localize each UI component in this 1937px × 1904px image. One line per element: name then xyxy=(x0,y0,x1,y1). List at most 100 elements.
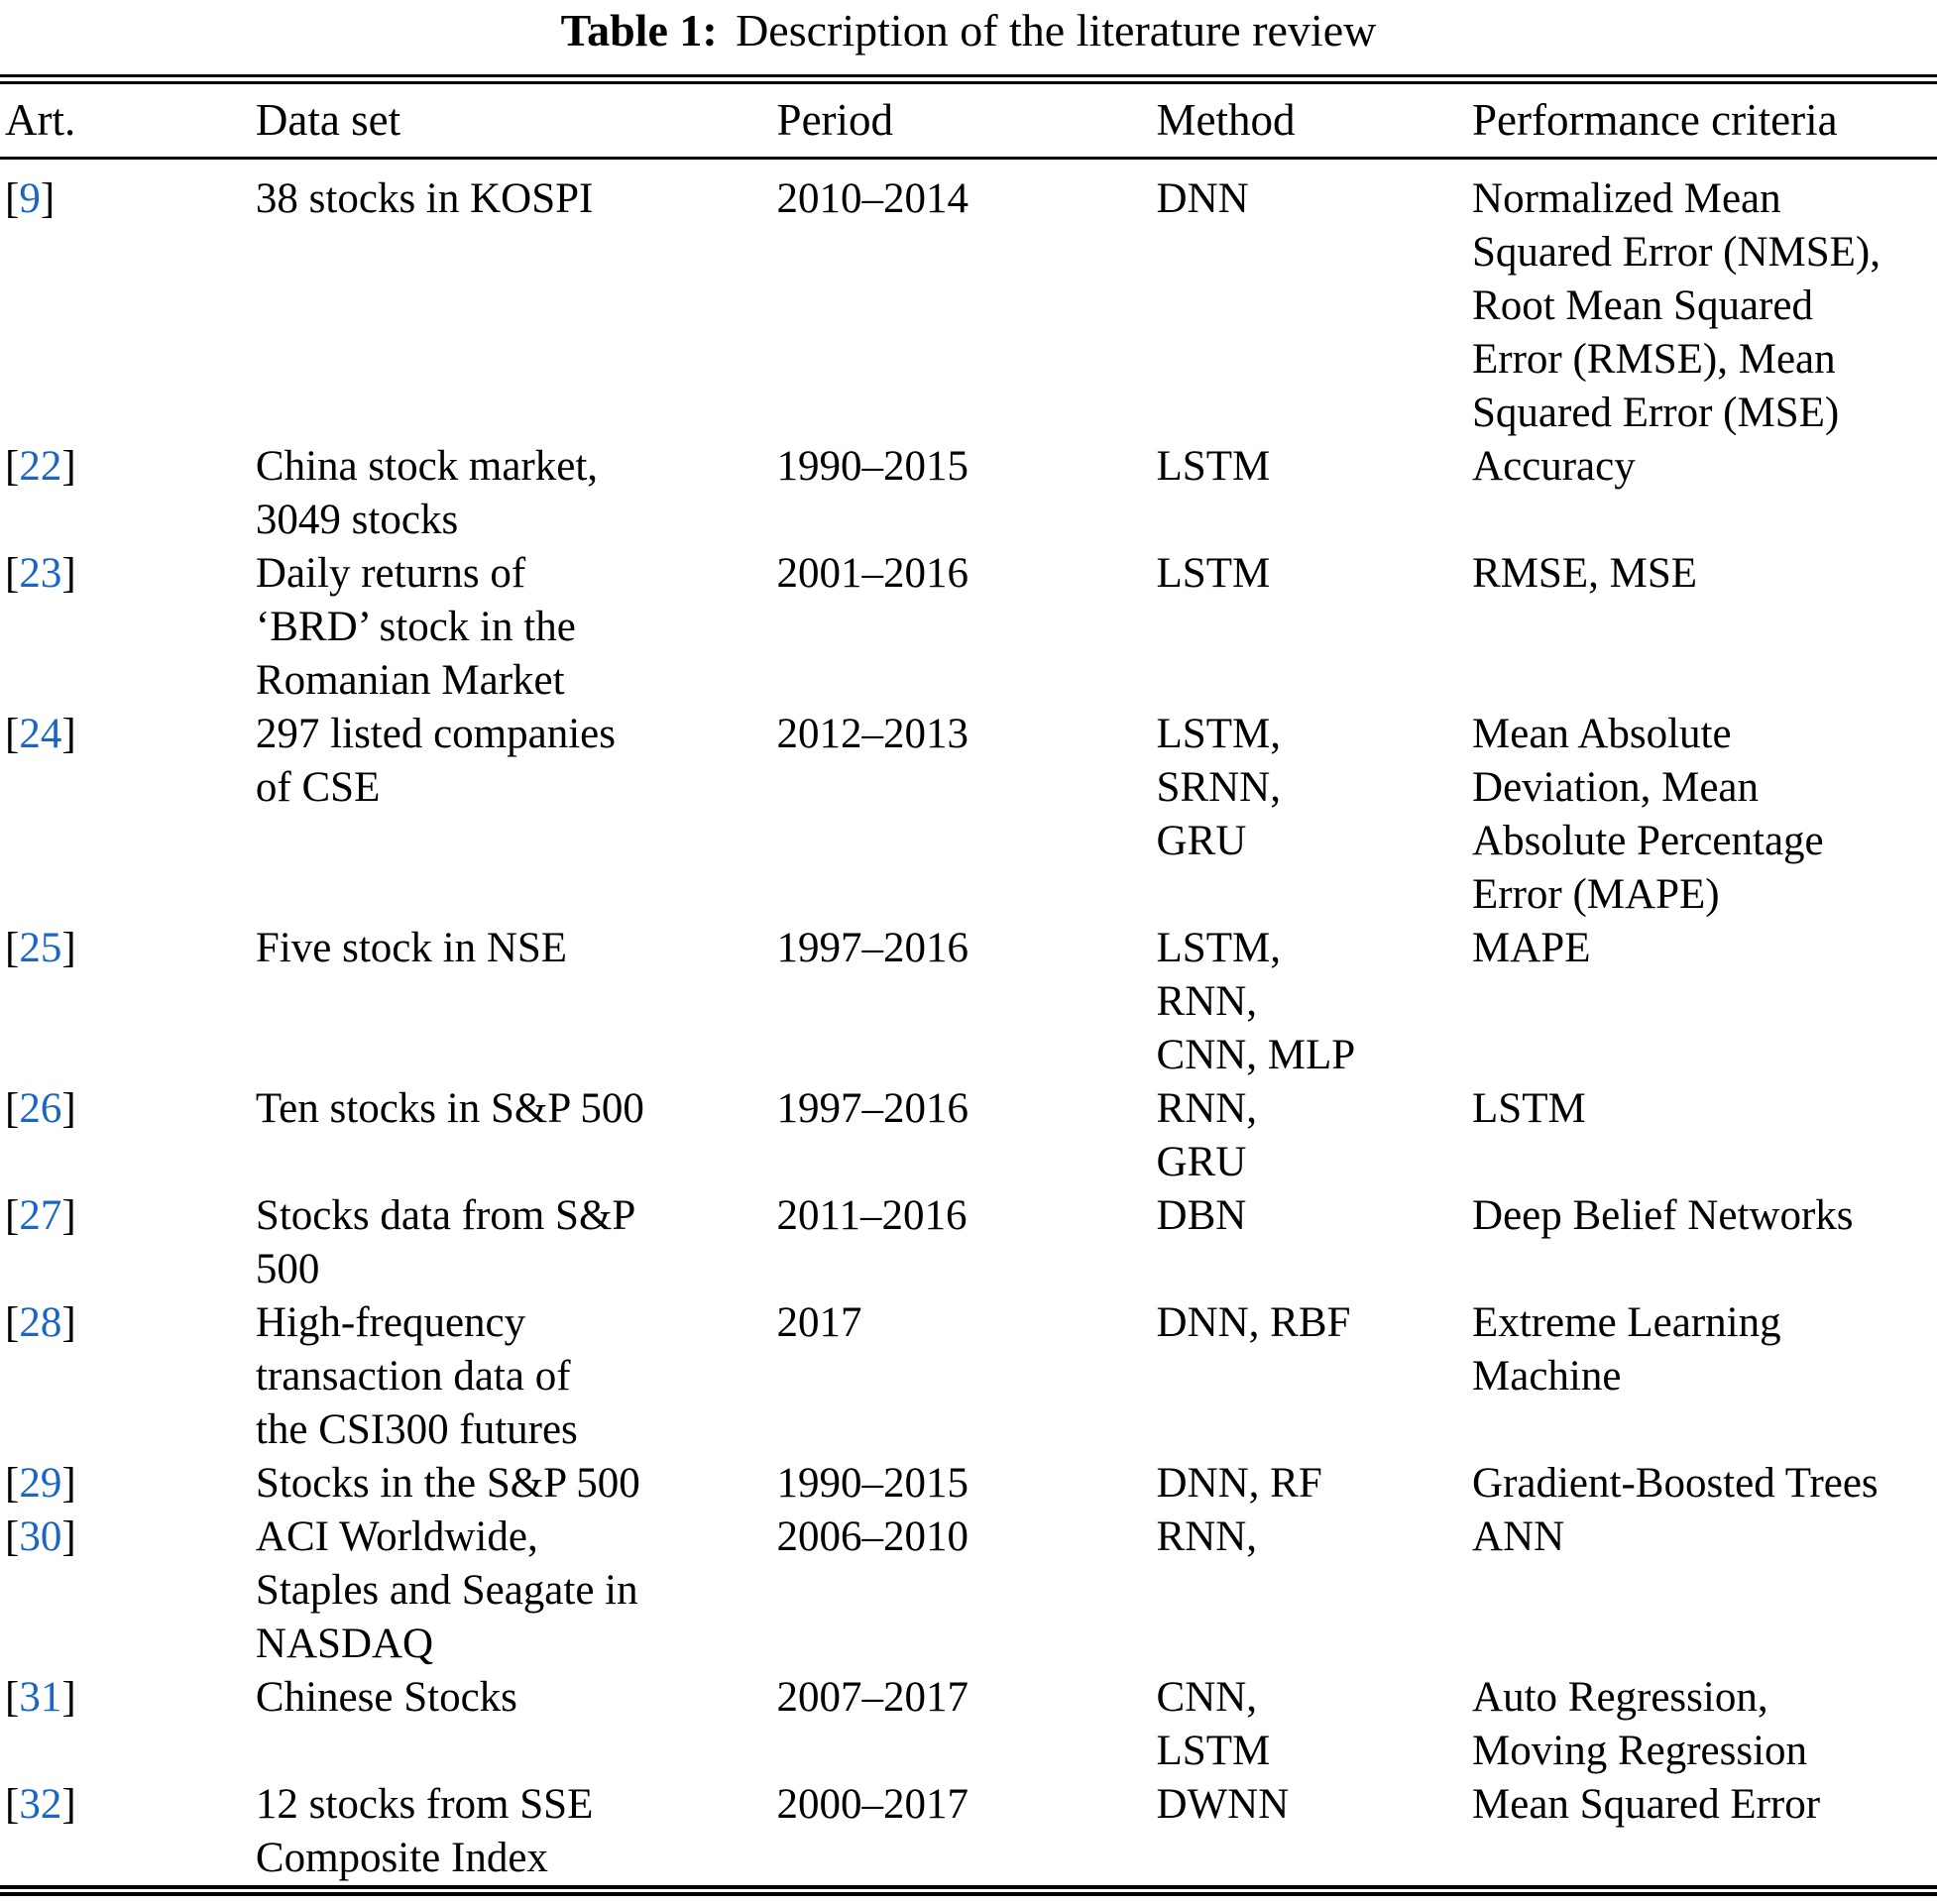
dataset-cell: High-frequency transaction data of the C… xyxy=(255,1299,578,1453)
citation-link[interactable]: 26 xyxy=(19,1085,62,1132)
column-header-art: Art. xyxy=(0,79,256,160)
citation-bracket-open: [ xyxy=(5,550,20,597)
dataset-cell: 12 stocks from SSE Composite Index xyxy=(255,1781,594,1881)
citation-link[interactable]: 22 xyxy=(19,443,62,490)
table-row: [28] High-frequency transaction data of t… xyxy=(0,1296,1937,1457)
performance-cell: Mean Squared Error xyxy=(1472,1781,1821,1828)
table-row: [9] 38 stocks in KOSPI 2010–2014 DNN Normali… xyxy=(0,159,1937,441)
citation-bracket-close: ] xyxy=(61,1513,76,1560)
art-cell: [22] xyxy=(0,440,256,547)
citation-bracket-close: ] xyxy=(61,711,76,757)
citation-bracket-open: [ xyxy=(5,925,20,971)
period-cell: 2011–2016 xyxy=(776,1192,968,1239)
table-row: [25] Five stock in NSE 1997–2016 LSTM, RNN,… xyxy=(0,922,1937,1082)
art-cell: [29] xyxy=(0,1457,256,1511)
literature-review-table: Art. Data set Period Method Performance crit… xyxy=(0,74,1937,1896)
citation-bracket-close: ] xyxy=(61,550,76,597)
citation-link[interactable]: 28 xyxy=(19,1299,62,1346)
citation-bracket-close: ] xyxy=(61,925,76,971)
column-header-period: Period xyxy=(776,79,1157,160)
period-cell: 2010–2014 xyxy=(776,175,969,222)
performance-cell: RMSE, MSE xyxy=(1472,550,1698,597)
citation-bracket-open: [ xyxy=(5,1299,20,1346)
citation-link[interactable]: 24 xyxy=(19,711,62,757)
dataset-cell: Daily returns of ‘BRD’ stock in the Roma… xyxy=(255,550,576,704)
method-cell: CNN, LSTM xyxy=(1156,1674,1271,1774)
table-row: [23] Daily returns of ‘BRD’ stock in the … xyxy=(0,547,1937,708)
art-cell: [28] xyxy=(0,1296,256,1457)
method-cell: DNN, RBF xyxy=(1156,1299,1351,1346)
dataset-cell: ACI Worldwide, Staples and Seagate in NA… xyxy=(255,1513,638,1667)
citation-bracket-close: ] xyxy=(40,175,56,222)
citation-link[interactable]: 32 xyxy=(19,1781,62,1828)
period-cell: 1997–2016 xyxy=(776,1085,969,1132)
citation-bracket-open: [ xyxy=(5,1513,20,1560)
method-cell: LSTM, RNN, CNN, MLP xyxy=(1156,925,1356,1078)
citation-bracket-open: [ xyxy=(5,1674,20,1721)
table-caption-label: Table 1: xyxy=(560,5,718,56)
table-row: [30] ACI Worldwide, Staples and Seagate i… xyxy=(0,1511,1937,1671)
period-cell: 1997–2016 xyxy=(776,925,969,971)
citation-link[interactable]: 27 xyxy=(19,1192,62,1239)
performance-cell: Extreme Learning Machine xyxy=(1472,1299,1781,1400)
table-row: [26] Ten stocks in S&P 500 1997–2016 RNN, G… xyxy=(0,1082,1937,1189)
dataset-cell: Stocks in the S&P 500 xyxy=(255,1460,640,1507)
art-cell: [26] xyxy=(0,1082,256,1189)
performance-cell: Gradient-Boosted Trees xyxy=(1472,1460,1879,1507)
performance-cell: Mean Absolute Deviation, Mean Absolute P… xyxy=(1472,711,1824,918)
citation-link[interactable]: 25 xyxy=(19,925,62,971)
art-cell: [24] xyxy=(0,708,256,922)
period-cell: 2007–2017 xyxy=(776,1674,969,1721)
method-cell: LSTM xyxy=(1156,443,1271,490)
art-cell: [25] xyxy=(0,922,256,1082)
method-cell: DNN xyxy=(1156,175,1249,222)
column-header-dataset: Data set xyxy=(255,79,777,160)
table-caption-text: Description of the literature review xyxy=(736,5,1377,56)
citation-bracket-close: ] xyxy=(61,1085,76,1132)
citation-bracket-close: ] xyxy=(61,443,76,490)
period-cell: 2001–2016 xyxy=(776,550,969,597)
period-cell: 2006–2010 xyxy=(776,1513,969,1560)
performance-cell: Accuracy xyxy=(1472,443,1636,490)
citation-link[interactable]: 31 xyxy=(19,1674,62,1721)
citation-bracket-open: [ xyxy=(5,1781,20,1828)
method-cell: DNN, RF xyxy=(1156,1460,1322,1507)
method-cell: DWNN xyxy=(1156,1781,1290,1828)
period-cell: 2017 xyxy=(776,1299,862,1346)
citation-link[interactable]: 29 xyxy=(19,1460,62,1507)
citation-link[interactable]: 30 xyxy=(19,1513,62,1560)
method-cell: RNN, GRU xyxy=(1156,1085,1258,1185)
method-cell: DBN xyxy=(1156,1192,1247,1239)
header-row: Art. Data set Period Method Performance crit… xyxy=(0,79,1937,160)
citation-bracket-close: ] xyxy=(61,1299,76,1346)
dataset-cell: Chinese Stocks xyxy=(255,1674,517,1721)
art-cell: [32] xyxy=(0,1778,256,1891)
dataset-cell: 38 stocks in KOSPI xyxy=(255,175,594,222)
dataset-cell: Ten stocks in S&P 500 xyxy=(255,1085,644,1132)
performance-cell: LSTM xyxy=(1472,1085,1586,1132)
table-body: [9] 38 stocks in KOSPI 2010–2014 DNN Normali… xyxy=(0,159,1937,1891)
art-cell: [23] xyxy=(0,547,256,708)
column-header-method: Method xyxy=(1156,79,1473,160)
citation-link[interactable]: 9 xyxy=(19,175,41,222)
performance-cell: MAPE xyxy=(1472,925,1591,971)
citation-bracket-open: [ xyxy=(5,1085,20,1132)
citation-bracket-close: ] xyxy=(61,1674,76,1721)
period-cell: 2000–2017 xyxy=(776,1781,969,1828)
art-cell: [30] xyxy=(0,1511,256,1671)
dataset-cell: China stock market, 3049 stocks xyxy=(255,443,599,543)
table-row: [27] Stocks data from S&P 500 2011–2016 DBN… xyxy=(0,1189,1937,1296)
dataset-cell: Stocks data from S&P 500 xyxy=(255,1192,636,1292)
citation-bracket-close: ] xyxy=(61,1460,76,1507)
column-header-performance: Performance criteria xyxy=(1472,79,1937,160)
citation-bracket-open: [ xyxy=(5,443,20,490)
citation-link[interactable]: 23 xyxy=(19,550,62,597)
table-row: [22] China stock market, 3049 stocks 1990–… xyxy=(0,440,1937,547)
table-caption: Table 1: Description of the literature re… xyxy=(0,5,1937,56)
table-row: [31] Chinese Stocks 2007–2017 CNN, LSTM Auto… xyxy=(0,1671,1937,1778)
performance-cell: Normalized Mean Squared Error (NMSE), Ro… xyxy=(1472,175,1881,436)
citation-bracket-close: ] xyxy=(61,1192,76,1239)
period-cell: 2012–2013 xyxy=(776,711,969,757)
citation-bracket-open: [ xyxy=(5,1192,20,1239)
